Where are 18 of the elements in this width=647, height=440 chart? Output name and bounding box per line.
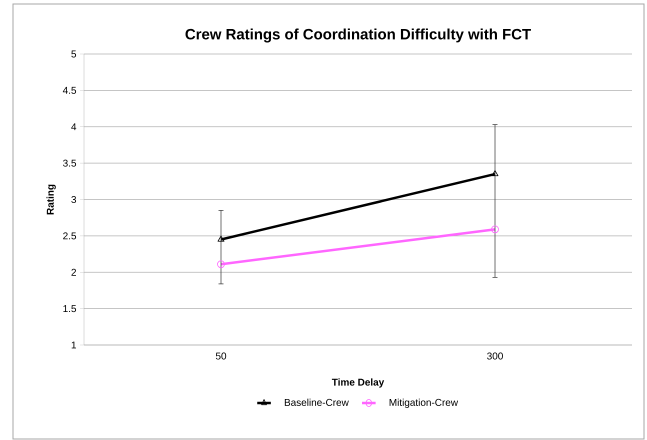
y-tick-label: 3: [71, 196, 76, 204]
y-axis-title: Rating: [46, 184, 56, 214]
point: [217, 260, 225, 268]
x-tick-label: 300: [487, 352, 503, 360]
x-tick-label: 50: [216, 352, 226, 360]
y-tick-label: 4.5: [62, 86, 76, 94]
legend-label: Mitigation-Crew: [390, 398, 458, 408]
y-tick-label: 2.5: [63, 232, 76, 240]
legend-label: Baseline-Crew: [284, 398, 349, 406]
y-tick-label: 1: [72, 342, 76, 348]
y-tick-label: 5: [71, 50, 76, 58]
point: [491, 225, 499, 234]
y-tick-label: 4: [71, 123, 76, 130]
y-tick-label: 3.5: [63, 160, 76, 167]
y-tick-label: 1.5: [63, 305, 76, 312]
x-axis-title: Time Delay: [332, 378, 384, 388]
y-tick-label: 2: [71, 268, 76, 276]
chart-title: Crew Ratings of Coordination Difficulty with FCT: [186, 28, 531, 43]
